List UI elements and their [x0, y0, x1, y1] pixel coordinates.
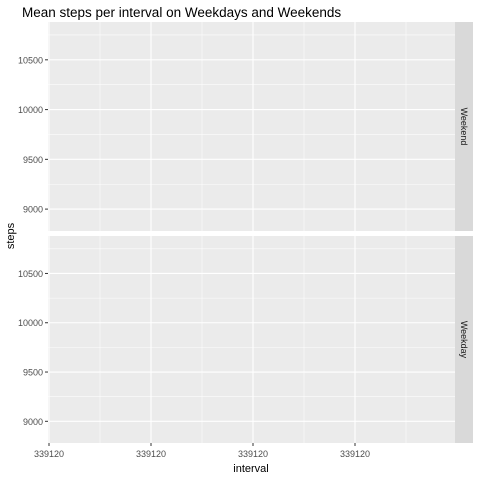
x-tick-label: 339120 [136, 449, 166, 459]
x-tick-label: 339120 [340, 449, 370, 459]
facet-strip [455, 236, 473, 443]
y-tick-label: 10500 [18, 269, 43, 279]
chart-title: Mean steps per interval on Weekdays and … [22, 5, 341, 20]
y-tick-label: 9500 [23, 155, 43, 165]
facet-strip-label: Weekday [459, 321, 469, 359]
facet-panels: 9000 9500 10000 10500 Weekend 9000 9500 10000 10… [18, 22, 473, 443]
panel-background [48, 22, 455, 231]
y-tick-label: 9000 [23, 417, 43, 427]
x-axis: 339120 339120 339120 339120 [34, 443, 370, 459]
x-axis-label: interval [233, 463, 268, 475]
facet-strip-label: Weekend [459, 108, 469, 146]
y-tick-label: 10000 [18, 318, 43, 328]
facet-panel-weekday: 9000 9500 10000 10500 Weekday [18, 236, 473, 443]
y-axis-label: steps [5, 222, 17, 249]
y-tick-label: 10500 [18, 55, 43, 65]
y-tick-label: 10000 [18, 105, 43, 115]
facet-panel-weekend: 9000 9500 10000 10500 Weekend [18, 22, 473, 231]
facet-strip [455, 22, 473, 231]
x-tick-label: 339120 [238, 449, 268, 459]
y-tick-label: 9500 [23, 368, 43, 378]
x-tick-label: 339120 [34, 449, 64, 459]
panel-background [48, 236, 455, 443]
y-tick-label: 9000 [23, 205, 43, 215]
